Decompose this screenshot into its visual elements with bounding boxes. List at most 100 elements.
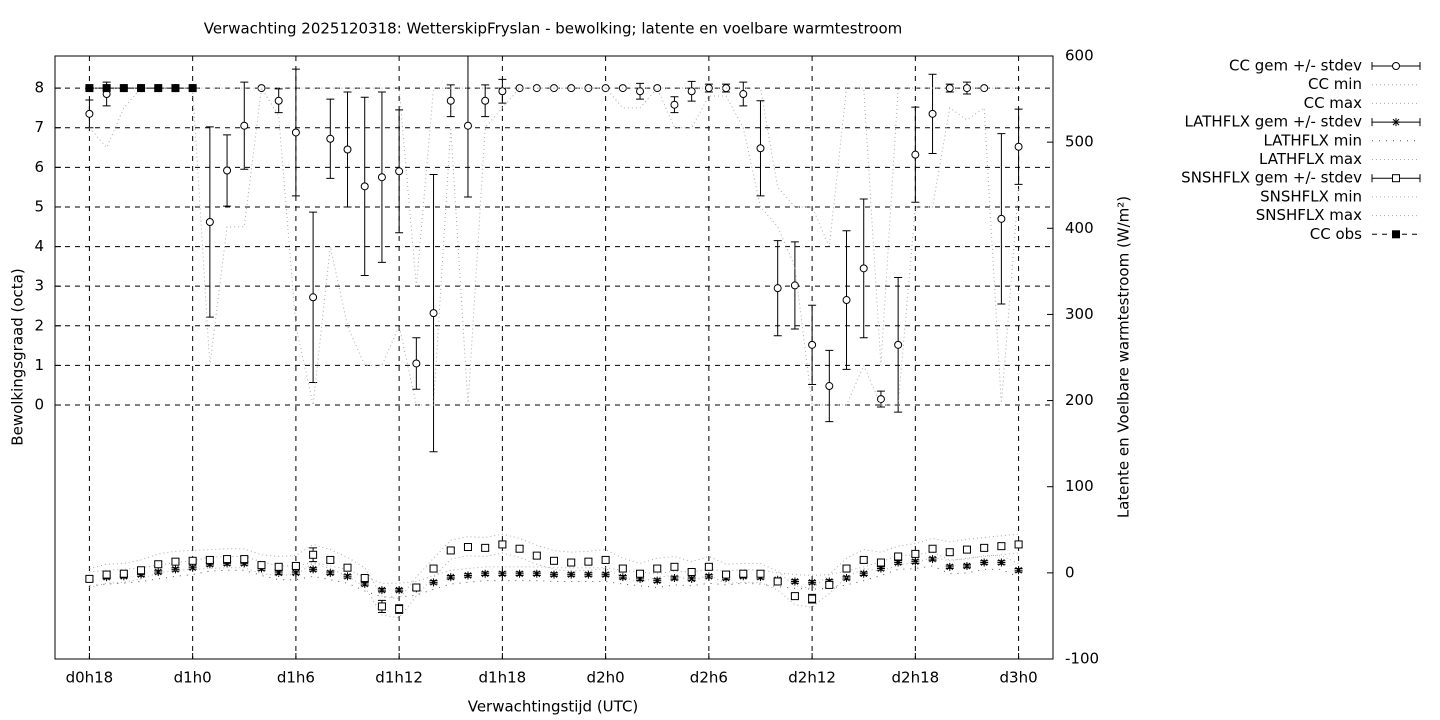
data-point: [825, 580, 834, 589]
marker: [997, 214, 1006, 223]
data-point: [85, 99, 94, 129]
marker: [756, 569, 765, 578]
legend-label: CC min: [1308, 75, 1362, 93]
marker: [1014, 566, 1023, 575]
marker: [205, 555, 214, 564]
marker: [498, 569, 507, 578]
data-point: [704, 83, 713, 93]
marker: [790, 592, 799, 601]
marker: [154, 560, 163, 569]
data-point: [653, 84, 662, 93]
data-point: [618, 573, 627, 582]
marker: [343, 563, 352, 572]
data-point: [137, 84, 146, 93]
data-point: [911, 557, 920, 566]
data-point: [567, 558, 576, 567]
legend-label: CC obs: [1310, 225, 1362, 243]
marker: [842, 574, 851, 583]
marker: [85, 109, 94, 118]
data-point: [756, 569, 765, 578]
marker: [894, 558, 903, 567]
data-point: [550, 84, 558, 93]
marker: [223, 166, 232, 175]
data-point: [154, 567, 163, 576]
data-point: [687, 567, 696, 576]
marker: [85, 574, 94, 583]
data-point: [550, 556, 558, 565]
data-point: [894, 552, 903, 561]
marker: [377, 173, 386, 182]
marker: [980, 84, 989, 93]
series-line: [89, 565, 1019, 598]
marker: [377, 602, 386, 611]
data-point: [945, 83, 954, 93]
data-point: [102, 570, 111, 579]
data-point: [291, 561, 300, 570]
marker: [997, 558, 1006, 567]
data-point: [274, 562, 283, 571]
data-point: [102, 84, 111, 93]
data-point: [137, 566, 146, 575]
marker: [429, 564, 438, 573]
marker: [309, 293, 318, 302]
marker: [687, 574, 696, 583]
data-point: [205, 555, 214, 564]
marker: [808, 578, 817, 587]
marker: [928, 555, 937, 564]
x-tick-label: d0h18: [66, 669, 114, 687]
data-point: [842, 230, 851, 370]
marker: [102, 84, 111, 93]
data-point: [395, 109, 404, 234]
data-point: [463, 571, 472, 580]
data-point: [309, 547, 318, 563]
x-tick-label: d3h0: [1000, 669, 1038, 687]
data-point: [188, 84, 197, 93]
data-point: [636, 82, 645, 100]
marker: [446, 573, 455, 582]
marker: [911, 549, 920, 558]
marker: [1014, 540, 1023, 549]
data-point: [1014, 540, 1023, 549]
marker: [171, 84, 180, 93]
marker: [85, 84, 94, 93]
data-point: [962, 545, 971, 554]
marker: [584, 557, 593, 566]
marker: [412, 359, 421, 368]
marker: [808, 340, 817, 349]
data-point: [429, 564, 438, 573]
data-point: [894, 276, 903, 413]
legend-label: SNSHFLX gem +/- stdev: [1181, 169, 1362, 187]
data-point: [980, 543, 989, 552]
marker: [205, 560, 214, 569]
marker: [1014, 142, 1023, 151]
marker: [360, 580, 369, 589]
data-point: [687, 80, 696, 102]
marker: [945, 84, 954, 93]
data-point: [446, 573, 455, 582]
marker: [240, 121, 249, 130]
data-point: [223, 134, 232, 207]
data-point: [446, 84, 455, 118]
marker: [274, 96, 283, 105]
marker: [653, 576, 662, 585]
data-point: [257, 561, 266, 570]
data-point: [773, 240, 782, 337]
marker: [171, 565, 180, 574]
data-point: [584, 557, 593, 566]
marker: [291, 561, 300, 570]
marker: [859, 264, 868, 273]
marker: [515, 569, 524, 578]
data-point: [360, 580, 369, 589]
x-tick-label: d1h0: [174, 669, 212, 687]
data-point: [532, 569, 541, 578]
marker: [257, 561, 266, 570]
series-line: [89, 551, 1019, 584]
y-tick-label: 1: [34, 356, 44, 374]
data-point: [928, 555, 937, 564]
marker: [309, 550, 318, 559]
marker: [188, 563, 197, 572]
data-point: [515, 569, 524, 578]
data-point: [85, 84, 94, 93]
